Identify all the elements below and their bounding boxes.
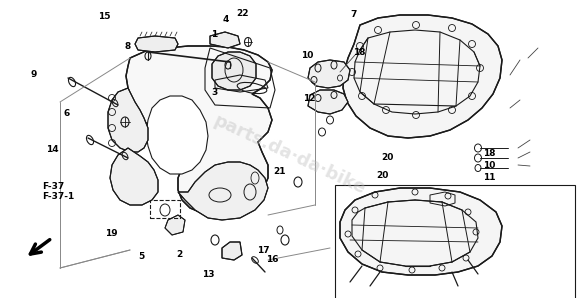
Polygon shape bbox=[110, 148, 158, 205]
Text: 12: 12 bbox=[303, 94, 316, 103]
Text: 18: 18 bbox=[483, 149, 496, 158]
Text: 18: 18 bbox=[353, 48, 365, 57]
Polygon shape bbox=[340, 188, 502, 275]
Text: 16: 16 bbox=[266, 255, 278, 264]
Bar bbox=[150, 200, 180, 218]
Polygon shape bbox=[222, 242, 242, 260]
Text: 9: 9 bbox=[30, 70, 37, 79]
Polygon shape bbox=[165, 215, 185, 235]
Text: 19: 19 bbox=[105, 229, 118, 238]
Text: 22: 22 bbox=[236, 9, 248, 18]
Polygon shape bbox=[210, 32, 240, 48]
Polygon shape bbox=[212, 52, 256, 90]
Text: 3: 3 bbox=[211, 88, 217, 97]
Text: 2: 2 bbox=[177, 250, 182, 259]
Text: 14: 14 bbox=[46, 145, 58, 153]
Text: F-37-1: F-37-1 bbox=[42, 192, 74, 201]
Text: 17: 17 bbox=[257, 246, 270, 255]
Text: 5: 5 bbox=[139, 252, 145, 261]
Polygon shape bbox=[308, 60, 350, 88]
Polygon shape bbox=[308, 90, 348, 114]
Text: F-37: F-37 bbox=[42, 182, 64, 191]
Text: 1: 1 bbox=[211, 30, 217, 39]
Text: 15: 15 bbox=[98, 12, 111, 21]
Text: 6: 6 bbox=[64, 109, 69, 118]
Text: 20: 20 bbox=[382, 153, 394, 162]
Text: 8: 8 bbox=[124, 42, 130, 51]
Text: 4: 4 bbox=[222, 15, 229, 24]
Text: 7: 7 bbox=[350, 10, 357, 19]
Text: 11: 11 bbox=[483, 173, 496, 182]
Polygon shape bbox=[108, 88, 148, 152]
Polygon shape bbox=[178, 162, 268, 220]
Polygon shape bbox=[126, 46, 272, 215]
Text: 13: 13 bbox=[202, 270, 215, 279]
Polygon shape bbox=[343, 15, 502, 138]
Bar bbox=[335, 185, 575, 298]
Text: 10: 10 bbox=[301, 51, 313, 60]
Text: 21: 21 bbox=[273, 167, 285, 176]
Polygon shape bbox=[146, 96, 208, 174]
Text: 20: 20 bbox=[376, 171, 389, 180]
Text: parts.da·da·bike: parts.da·da·bike bbox=[210, 112, 368, 198]
Text: 10: 10 bbox=[483, 161, 496, 170]
Polygon shape bbox=[135, 36, 178, 52]
